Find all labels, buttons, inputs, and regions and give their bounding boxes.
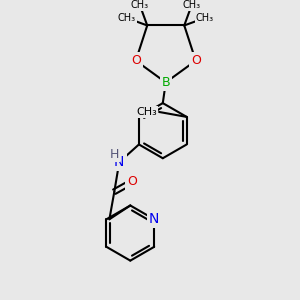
Text: N: N [149,212,159,226]
Text: N: N [114,155,124,169]
Text: H: H [110,148,119,161]
Text: CH₃: CH₃ [118,13,136,23]
Text: CH₃: CH₃ [136,107,157,117]
Text: CH₃: CH₃ [131,0,149,10]
Text: O: O [191,54,201,67]
Text: CH₃: CH₃ [183,0,201,10]
Text: CH₃: CH₃ [196,13,214,23]
Text: O: O [127,176,137,188]
Text: B: B [161,76,170,89]
Text: O: O [131,54,141,67]
